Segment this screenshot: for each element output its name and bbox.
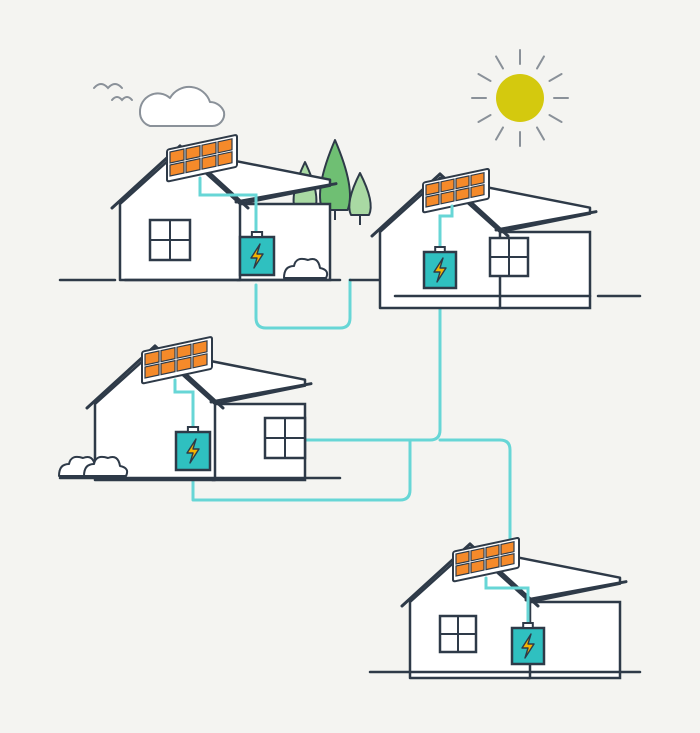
battery-icon <box>424 247 456 288</box>
microgrid-diagram <box>0 0 700 733</box>
window-icon <box>150 220 190 260</box>
battery-icon <box>176 427 210 470</box>
battery-icon <box>512 623 544 664</box>
battery-icon <box>240 232 274 275</box>
window-icon <box>265 418 305 458</box>
window-icon <box>490 238 528 276</box>
window-icon <box>440 616 476 652</box>
